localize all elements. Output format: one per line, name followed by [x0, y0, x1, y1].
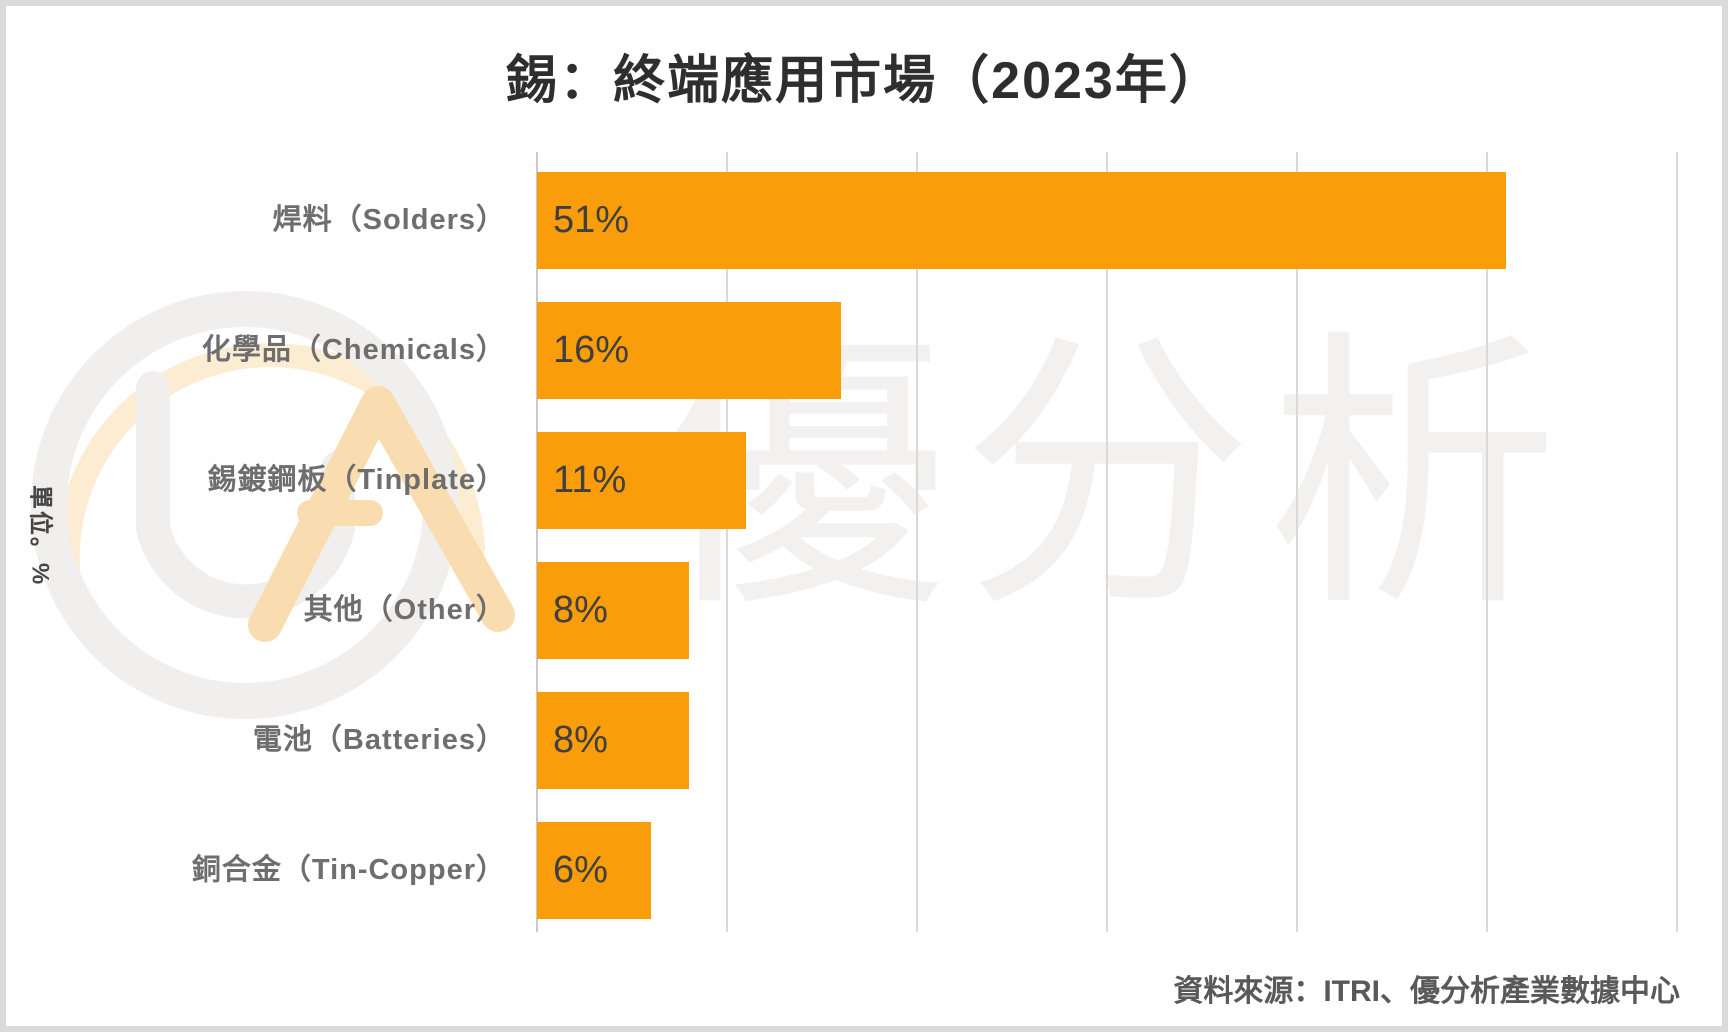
bar-row: 電池（Batteries） 8% — [0, 672, 1728, 802]
source-note: 資料來源：ITRI、優分析產業數據中心 — [1173, 975, 1680, 1008]
ua-watermark-logo — [31, 291, 515, 719]
bar: 8% — [537, 562, 689, 659]
gridline — [1106, 152, 1108, 932]
gridline — [726, 152, 728, 932]
y-axis-line — [536, 152, 538, 932]
bar-row: 焊料（Solders） 51% — [0, 152, 1728, 282]
gridline — [1486, 152, 1488, 932]
bar: 8% — [537, 692, 689, 789]
logo-u-shape — [136, 371, 355, 619]
plot-area: 焊料（Solders） 51% 化學品（Chemicals） 16% 錫鍍鋼板（Tinp… — [0, 152, 1728, 932]
chart-title: 錫：終端應用市場（2023年） — [505, 52, 1223, 110]
logo-a-shape — [248, 386, 515, 642]
gridline — [916, 152, 918, 932]
bar-value-label: 8% — [553, 589, 608, 631]
bar-value-label: 11% — [553, 459, 627, 501]
bar-row: 錫鍍鋼板（Tinplate） 11% — [0, 412, 1728, 542]
bar-value-label: 51% — [553, 199, 630, 241]
bar-value-label: 6% — [553, 849, 608, 891]
bar-row: 化學品（Chemicals） 16% — [0, 282, 1728, 412]
category-label: 電池（Batteries） — [252, 724, 506, 756]
unit-axis-label: 單位。% — [26, 484, 54, 587]
category-label: 其他（Other） — [303, 594, 506, 626]
bar: 11% — [537, 432, 746, 529]
category-label: 化學品（Chemicals） — [201, 334, 506, 366]
bar: 16% — [537, 302, 841, 399]
gridline — [1296, 152, 1298, 932]
bar: 51% — [537, 172, 1506, 269]
bar-row: 其他（Other） 8% — [0, 542, 1728, 672]
bar-value-label: 16% — [553, 329, 630, 371]
category-label: 銅合金（Tin-Copper） — [191, 854, 506, 886]
bar-value-label: 8% — [553, 719, 608, 761]
bar-row: 銅合金（Tin-Copper） 6% — [0, 802, 1728, 932]
category-label: 焊料（Solders） — [272, 204, 506, 236]
bar: 6% — [537, 822, 651, 919]
category-label: 錫鍍鋼板（Tinplate） — [207, 464, 506, 496]
gridline — [1676, 152, 1678, 932]
